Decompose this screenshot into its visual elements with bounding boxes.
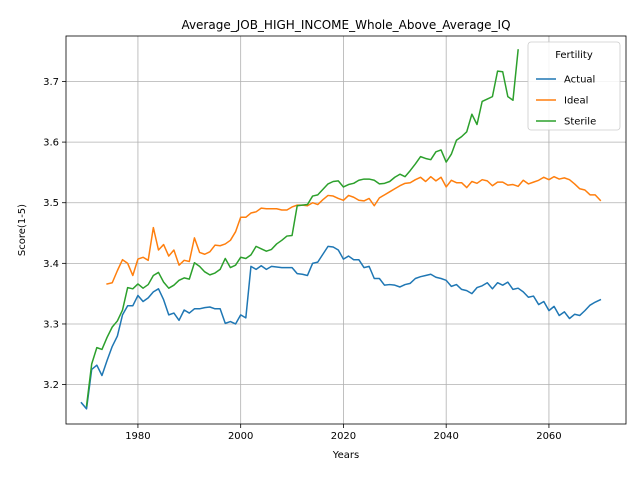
y-tick-label: 3.3 (43, 319, 59, 330)
x-tick-label: 1980 (125, 431, 150, 442)
x-tick-label: 2020 (331, 431, 356, 442)
x-tick-label: 2000 (228, 431, 253, 442)
legend-title: Fertility (555, 50, 593, 61)
y-tick-label: 3.4 (43, 259, 59, 270)
legend-label-ideal: Ideal (564, 96, 588, 107)
chart-title: Average_JOB_HIGH_INCOME_Whole_Above_Aver… (181, 18, 510, 32)
y-tick-label: 3.7 (43, 77, 59, 88)
series-line-sterile (85, 49, 519, 407)
series-line-actual (80, 245, 602, 410)
series-line-ideal (106, 175, 602, 285)
legend-box (527, 41, 621, 131)
plot-area-frame (65, 35, 627, 425)
y-tick-label: 3.5 (43, 198, 59, 209)
x-tick-label: 2060 (536, 431, 561, 442)
series-lines (80, 49, 602, 410)
x-tick-label: 2040 (433, 431, 458, 442)
legend-label-actual: Actual (564, 75, 595, 86)
y-tick-label: 3.6 (43, 138, 59, 149)
y-axis-label: Score(1-5) (17, 204, 28, 256)
legend-label-sterile: Sterile (564, 117, 596, 128)
y-tick-label: 3.2 (43, 380, 59, 391)
legend: Fertility Actual Ideal Sterile (527, 41, 621, 131)
x-axis-ticks: 1980 2000 2020 2040 2060 (125, 424, 562, 442)
x-axis-label: Years (332, 450, 359, 461)
legend-items: Actual Ideal Sterile (536, 75, 596, 128)
y-axis-ticks: 3.2 3.3 3.4 3.5 3.6 3.7 (43, 77, 66, 391)
